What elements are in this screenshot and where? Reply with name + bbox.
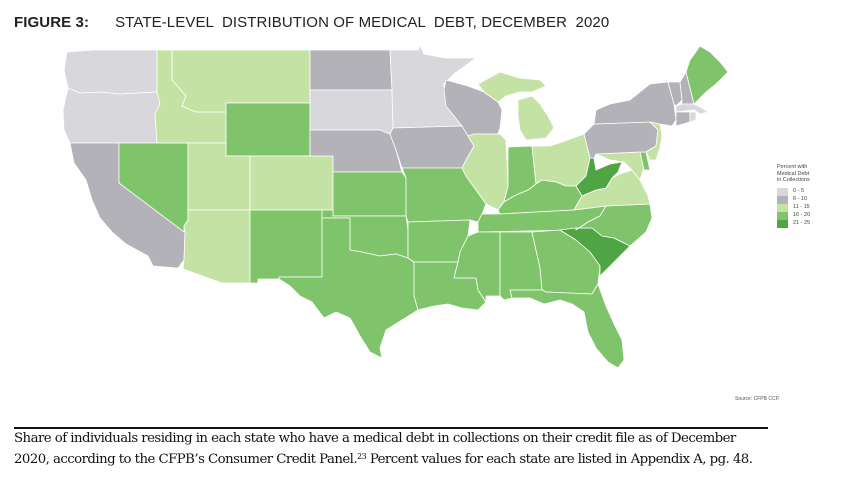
map-legend: Percent with Medical Debt in Collections… xyxy=(777,164,857,228)
state-TX xyxy=(278,217,419,359)
state-OR xyxy=(62,87,161,144)
legend-swatch xyxy=(777,219,788,228)
state-KS xyxy=(332,171,407,217)
state-ND xyxy=(309,49,393,91)
legend-swatch xyxy=(777,195,788,204)
legend-title-line: Medical Debt xyxy=(777,170,810,177)
state-IL xyxy=(461,133,509,211)
state-AZ xyxy=(182,209,251,284)
legend-title-line: in Collections xyxy=(777,177,810,183)
figure-title: FIGURE 3: STATE-LEVEL DISTRIBUTION OF MED… xyxy=(14,14,609,31)
legend-label: 16 - 20 xyxy=(793,212,811,219)
legend-label: 0 - 5 xyxy=(793,188,805,195)
caption-divider xyxy=(14,427,768,429)
legend-title: Percent with Medical Debt in Collections xyxy=(777,164,857,184)
legend-label: 21 - 25 xyxy=(793,220,811,227)
state-NM xyxy=(249,209,323,284)
state-MI xyxy=(477,71,555,141)
legend-item: 11 - 15 xyxy=(777,203,857,212)
legend-item: 6 - 10 xyxy=(777,195,857,204)
state-ME xyxy=(685,45,729,105)
state-MS xyxy=(453,231,501,303)
legend-item: 21 - 25 xyxy=(777,219,857,228)
state-OH xyxy=(531,133,591,187)
legend-item: 0 - 5 xyxy=(777,187,857,196)
state-WY xyxy=(225,102,311,157)
state-MA xyxy=(675,103,709,115)
legend-label: 11 - 15 xyxy=(793,204,810,211)
state-NJ xyxy=(645,121,663,161)
footnote-ref: 23 xyxy=(357,452,367,461)
legend-item: 16 - 20 xyxy=(777,211,857,220)
state-FL xyxy=(509,283,625,369)
source-note: Source: CFPB CCP. xyxy=(735,396,780,402)
figure-caption: Share of individuals residing in each st… xyxy=(14,430,774,469)
legend-title-line: Percent with xyxy=(777,164,808,170)
legend-label: 6 - 10 xyxy=(793,196,808,203)
figure-label: FIGURE 3: xyxy=(14,14,90,31)
legend-swatch xyxy=(777,203,788,212)
caption-text: Percent values for each state are listed… xyxy=(366,452,753,467)
state-NY xyxy=(593,81,677,127)
state-VT xyxy=(667,81,683,107)
figure-title-text: STATE-LEVEL DISTRIBUTION OF MEDICAL DEBT… xyxy=(115,14,610,31)
legend-swatch xyxy=(777,187,788,196)
state-NC xyxy=(575,203,653,247)
state-IA xyxy=(389,125,475,169)
state-CT xyxy=(675,111,691,127)
state-CO xyxy=(249,155,334,211)
caption-text: Share of individuals residing in each st… xyxy=(14,431,736,467)
state-RI xyxy=(689,111,697,123)
state-SD xyxy=(309,89,394,135)
legend-swatch xyxy=(777,211,788,220)
state-WA xyxy=(63,49,158,95)
